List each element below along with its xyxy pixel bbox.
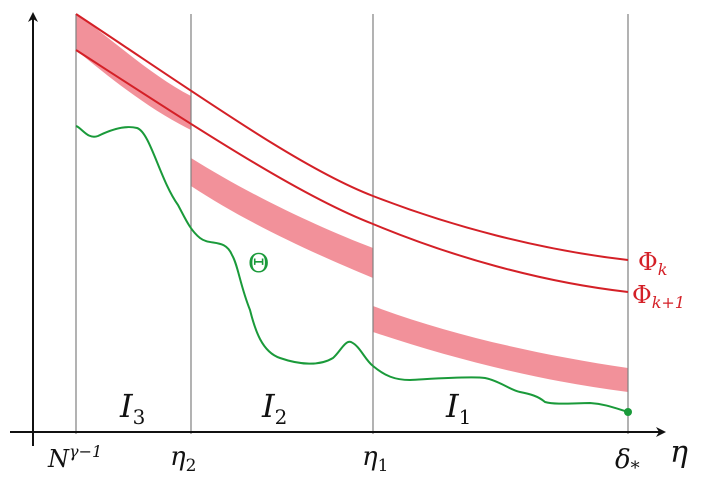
interval-label-3: I3	[119, 387, 145, 429]
tick-label-n-gamma: Nγ−1	[47, 442, 102, 473]
phi-k-curve	[75, 13, 629, 261]
interval-label-1: I1	[445, 387, 471, 429]
band-interval-2	[191, 158, 373, 278]
tick-label-eta1: η1	[362, 442, 388, 476]
tick-label-eta2: η2	[170, 442, 196, 476]
theta-label: Θ	[248, 249, 269, 279]
interval-label-2: I2	[261, 387, 287, 429]
phi-k1-label: Φk+1	[632, 281, 685, 312]
tick-label-delta: δ*	[615, 445, 640, 479]
band-interval-1	[373, 306, 628, 392]
phi-k-label: Φk	[638, 248, 667, 279]
phi-k1-curve	[75, 49, 629, 293]
x-axis-label: η	[670, 435, 688, 470]
theta-curve	[75, 125, 629, 413]
band-interval-3	[76, 14, 191, 130]
theta-endpoint-dot	[624, 408, 632, 416]
